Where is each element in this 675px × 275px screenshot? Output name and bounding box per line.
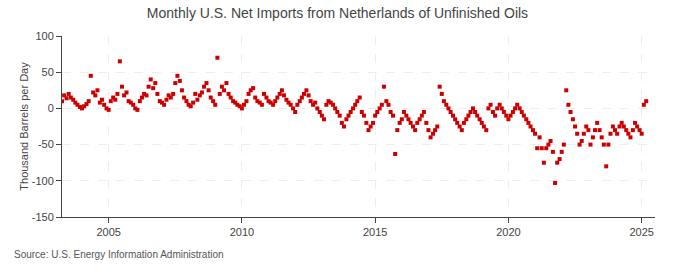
svg-text:-50: -50 [38, 138, 54, 150]
svg-text:50: 50 [42, 66, 54, 78]
svg-text:Monthly U.S. Net Imports from: Monthly U.S. Net Imports from Netherland… [147, 5, 528, 21]
svg-text:0: 0 [48, 102, 54, 114]
svg-text:-100: -100 [32, 175, 54, 187]
svg-text:2010: 2010 [230, 226, 254, 238]
svg-text:-150: -150 [32, 211, 54, 223]
svg-text:Thousand Barrels per Day: Thousand Barrels per Day [18, 62, 30, 191]
svg-text:2025: 2025 [629, 226, 653, 238]
svg-text:100: 100 [35, 30, 53, 42]
svg-text:2015: 2015 [363, 226, 387, 238]
svg-text:Source: U.S. Energy Informatio: Source: U.S. Energy Information Administ… [14, 249, 224, 260]
svg-text:2020: 2020 [496, 226, 520, 238]
svg-text:2005: 2005 [96, 226, 120, 238]
